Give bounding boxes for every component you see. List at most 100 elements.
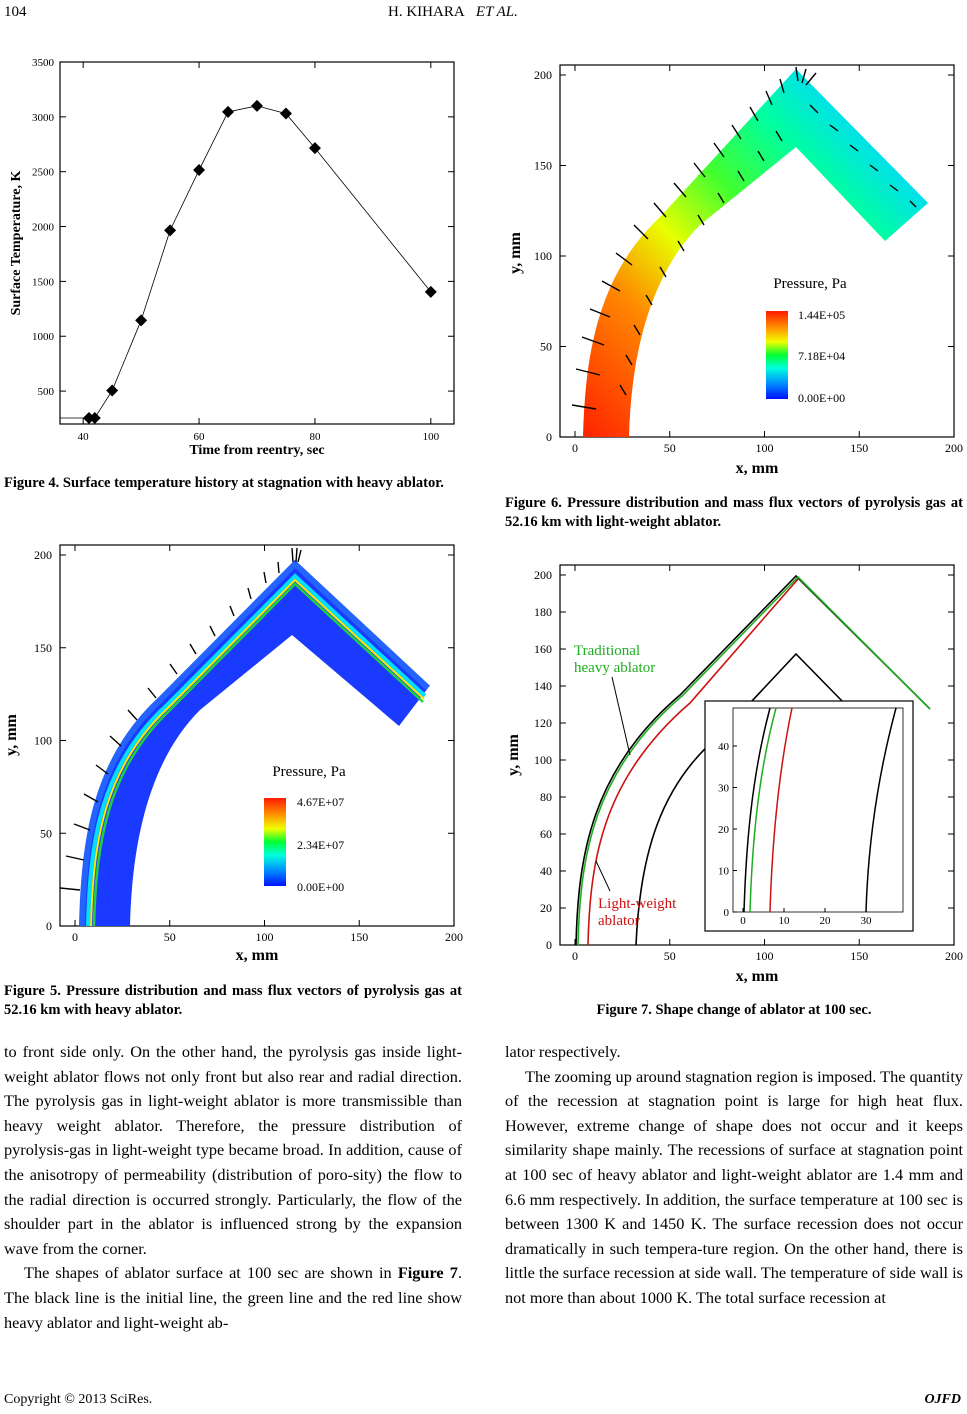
figure4-y-tick-label: 2500	[32, 167, 55, 179]
figure7-y-tick-label: 20	[540, 901, 552, 915]
figure6-legend-max: 1.44E+05	[798, 308, 845, 322]
figure7-light-pointer	[595, 860, 611, 892]
figure7-y-tick-label: 140	[534, 679, 552, 693]
figure7-inset-y-tick-label: 20	[718, 824, 730, 836]
left-p2-start: The shapes of ablator surface at 100 sec…	[24, 1263, 398, 1283]
figure4-y-tick-label: 1500	[32, 276, 55, 288]
figure7-inset-x-tick-label: 10	[779, 915, 791, 927]
figure5-x-tick-label: 0	[72, 930, 78, 944]
right-paragraph-2: The zooming up around stagnation region …	[505, 1066, 963, 1307]
figure6-y-tick-label: 0	[546, 430, 552, 444]
figure7-inset-y-tick-label: 0	[724, 907, 730, 919]
figure5-layer-green	[92, 582, 424, 926]
figure6-x-tick-label: 50	[664, 441, 676, 455]
figure6-y-tick-label: 150	[534, 159, 552, 173]
figure5-ablator-body	[82, 564, 428, 926]
figure7-x-axis-label: x, mm	[736, 968, 779, 985]
figure7-inset-initial-line	[743, 707, 771, 913]
figure7-inset-y-tick-label: 40	[718, 741, 730, 753]
figure6-x-tick-label: 0	[572, 441, 578, 455]
figure4-plot-frame	[59, 61, 455, 425]
figure6-x-tick-label: 150	[850, 441, 868, 455]
figure7-y-tick-label: 180	[534, 605, 552, 619]
footer-journal: OJFD	[924, 1392, 961, 1407]
figure7-x-tick-label: 50	[664, 949, 676, 963]
figure6-y-tick-label: 50	[540, 340, 552, 354]
figure6-ablator-body	[583, 69, 928, 437]
figure4-data-point	[88, 411, 101, 424]
figure7-label-light-1: Light-weight	[598, 896, 677, 912]
footer-copyright: Copyright © 2013 SciRes.	[4, 1392, 153, 1407]
figure4-data-point	[424, 285, 437, 298]
figure4-x-axis-label: Time from reentry, sec	[189, 443, 324, 458]
figure4-y-tick-label: 2000	[32, 222, 55, 234]
figure5-legend-title: Pressure, Pa	[272, 764, 346, 780]
figure5-y-axis-label: y, mm	[3, 713, 20, 755]
figure5-y-tick-label: 50	[40, 826, 52, 840]
figure5-x-tick-label: 150	[350, 930, 368, 944]
figure4-y-tick-label: 3000	[32, 112, 55, 124]
figure5-layer-yellow	[90, 578, 425, 926]
figure6-x-axis-label: x, mm	[736, 460, 779, 477]
figure6-y-tick-label: 100	[534, 249, 552, 263]
figure7-y-tick-label: 200	[534, 568, 552, 582]
left-column-text: to front side only. On the other hand, t…	[4, 1040, 462, 1335]
figure7-inset-x-tick-label: 30	[861, 915, 873, 927]
figure7-y-tick-label: 120	[534, 716, 552, 730]
figure4-series-line	[60, 105, 432, 419]
right-paragraph-1: lator respectively.	[505, 1042, 621, 1061]
figure7-label-light-2: ablator	[598, 913, 640, 929]
figure5-legend-mid: 2.34E+07	[297, 838, 344, 852]
header-authors: H. KIHARA	[388, 4, 465, 20]
left-paragraph-2: The shapes of ablator surface at 100 sec…	[4, 1261, 462, 1335]
figure6-y-tick-label: 200	[534, 68, 552, 82]
figure7-inset-y-tick-label: 30	[718, 783, 730, 795]
figure5-y-tick-label: 200	[34, 548, 52, 562]
figure4-x-tick-label: 80	[309, 431, 321, 443]
figure7-heavy-pointer	[611, 676, 631, 756]
figure4-y-tick-label: 3500	[32, 57, 55, 69]
figure7-x-tick-label: 200	[945, 949, 963, 963]
figure7-inset-y-tick-label: 10	[718, 866, 730, 878]
figure5-flux-vectors	[60, 547, 302, 891]
figure7-y-tick-label: 40	[540, 864, 552, 878]
figure7-inset-x-tick-label: 20	[820, 915, 832, 927]
figure7-label-heavy-1: Traditional	[574, 643, 640, 659]
figure5-outer-layer	[79, 559, 431, 926]
figure5-legend-max: 4.67E+07	[297, 795, 344, 809]
figure7-initial-outer-line	[575, 574, 931, 946]
figure4-x-tick-label: 100	[423, 431, 440, 443]
figure7-chart: 0 50 100 150 200020406080100120140160180200 …	[505, 564, 963, 985]
figure5-x-axis-label: x, mm	[236, 947, 279, 964]
figure6-legend-min: 0.00E+00	[798, 391, 845, 405]
right-column-text: lator respectively. The zooming up aroun…	[505, 1040, 963, 1311]
figure6-caption: Figure 6. Pressure distribution and mass…	[505, 495, 963, 530]
figure4-y-tick-label: 1000	[32, 331, 55, 343]
figure5-x-tick-label: 200	[445, 930, 463, 944]
figure7-x-tick-label: 100	[756, 949, 774, 963]
figure7-x-tick-label: 150	[850, 949, 868, 963]
figure4-data-point	[251, 99, 263, 112]
figure6-colorbar	[766, 311, 788, 399]
header-et-al: ET AL.	[475, 4, 518, 20]
figure6-chart: 0 50 100 150 200 0 50 100 150 200 Pressure, Pa 1.…	[507, 64, 963, 477]
figure7-x-tick-label: 0	[572, 949, 578, 963]
figure4-data-point	[222, 105, 235, 118]
page-number: 104	[4, 4, 27, 20]
figure7-y-tick-label: 160	[534, 642, 552, 656]
running-header: H. KIHARA ET AL.	[388, 4, 518, 21]
figure5-caption: Figure 5. Pressure distribution and mass…	[4, 983, 462, 1018]
figure6-legend-mid: 7.18E+04	[798, 349, 845, 363]
figure4-data-point	[279, 107, 292, 120]
figure7-heavy-ablator-line	[577, 575, 931, 946]
figure7-reference-link[interactable]: Figure 7	[397, 1263, 458, 1283]
left-paragraph-1: to front side only. On the other hand, t…	[4, 1042, 462, 1258]
figure4-data-point	[193, 164, 206, 177]
figure4-chart: 40 60 80 100 500 1000 1500 2000 2500 3000 3500 Tim…	[9, 57, 455, 458]
figure7-inset-x-tick-label: 0	[740, 915, 746, 927]
figure4-data-point	[308, 142, 321, 155]
figure4-y-tick-label: 500	[38, 386, 55, 398]
figure7-inset-frame	[704, 700, 914, 932]
figure7-inset-plot	[732, 707, 904, 913]
figure7-light-ablator-line	[587, 578, 799, 946]
